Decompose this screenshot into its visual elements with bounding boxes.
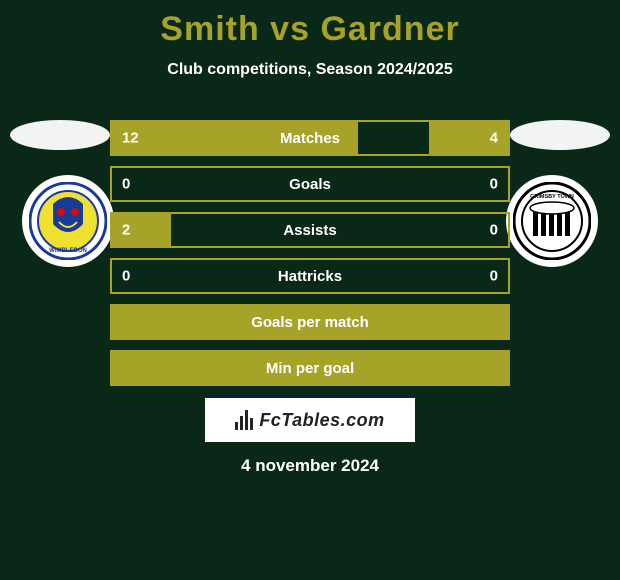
stat-value-left: 12 — [122, 130, 139, 147]
stat-value-right: 0 — [490, 176, 498, 193]
stat-value-left: 0 — [122, 176, 130, 193]
stat-label: Goals — [289, 176, 331, 193]
brand-bars-icon — [235, 410, 253, 430]
stat-row: 0 0 Goals — [110, 166, 510, 202]
footer-brand-text: FcTables.com — [259, 410, 384, 431]
stat-value-left: 0 — [122, 268, 130, 285]
page-title: Smith vs Gardner — [0, 0, 620, 49]
stat-label: Assists — [283, 222, 336, 239]
club-crest-left-icon: WIMBLEDON — [29, 182, 107, 260]
date-text: 4 november 2024 — [0, 456, 620, 476]
stat-row: 12 4 Matches — [110, 120, 510, 156]
stat-label: Matches — [280, 130, 340, 147]
svg-text:WIMBLEDON: WIMBLEDON — [49, 248, 87, 254]
svg-text:GRIMSBY TOWN: GRIMSBY TOWN — [530, 194, 574, 200]
stats-container: 12 4 Matches 0 0 Goals 2 0 Assists 0 0 Hattricks Goa… — [110, 120, 510, 396]
stat-row: 2 0 Assists — [110, 212, 510, 248]
stat-value-right: 4 — [490, 130, 498, 147]
stat-label: Hattricks — [278, 268, 342, 285]
club-badge-left: WIMBLEDON — [22, 175, 114, 267]
stat-value-right: 0 — [490, 268, 498, 285]
stat-row: 0 0 Hattricks — [110, 258, 510, 294]
stat-row: Min per goal — [110, 350, 510, 386]
subtitle: Club competitions, Season 2024/2025 — [0, 61, 620, 79]
club-badge-right: GRIMSBY TOWN — [506, 175, 598, 267]
stat-value-left: 2 — [122, 222, 130, 239]
stat-fill-left — [112, 214, 171, 246]
stat-label: Goals per match — [251, 314, 369, 331]
shadow-ellipse-left — [10, 120, 110, 150]
club-crest-right-icon: GRIMSBY TOWN — [513, 182, 591, 260]
footer-brand-badge: FcTables.com — [205, 398, 415, 442]
stat-value-right: 0 — [490, 222, 498, 239]
stat-row: Goals per match — [110, 304, 510, 340]
stat-label: Min per goal — [266, 360, 354, 377]
shadow-ellipse-right — [510, 120, 610, 150]
